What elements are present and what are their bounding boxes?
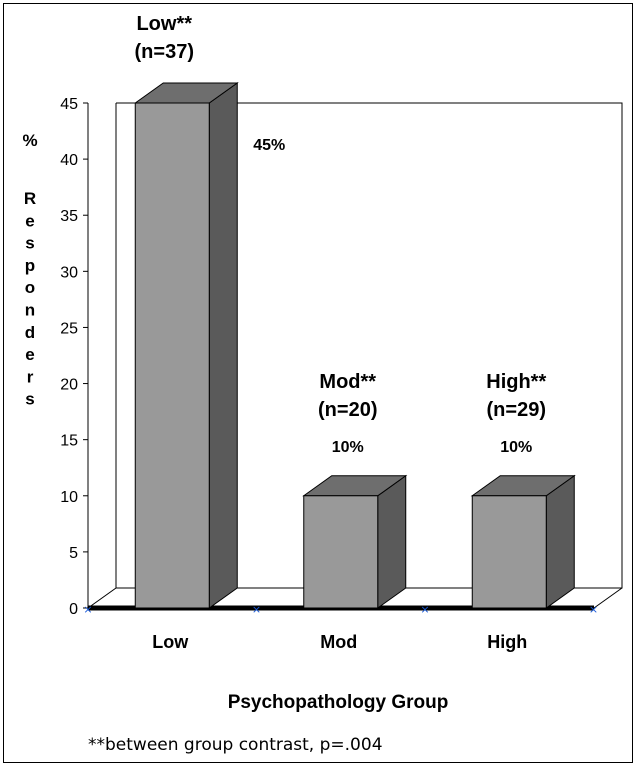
bar (471, 495, 547, 609)
y-tick-label: 25 (60, 320, 78, 337)
bar-side (377, 474, 407, 609)
y-label-char: n (25, 301, 35, 320)
bar-annotations: Low** (n=37) 45% Mod** (n=20) 10% High** (n=29)… (135, 13, 547, 456)
data-label: 10% (332, 439, 364, 456)
bar-annotation-n: (n=37) (135, 41, 194, 63)
x-axis-label: Psychopathology Group (228, 692, 449, 713)
y-tick-label: 20 (60, 377, 78, 394)
bar-annotation-name: Mod** (319, 371, 376, 393)
x-category-marker: × (420, 603, 429, 616)
x-tick-labels: Low Mod High (152, 632, 527, 652)
bar (303, 495, 379, 609)
floor-right-edge (593, 587, 623, 609)
bar-annotation-name: High** (486, 371, 546, 393)
bar (134, 102, 210, 609)
bars (133, 82, 576, 609)
y-label-char: d (25, 323, 35, 342)
x-category-marker: × (252, 603, 261, 616)
y-label-char: e (25, 345, 34, 364)
data-label: 10% (500, 439, 532, 456)
y-label-char: r (27, 367, 34, 386)
y-ticks: 0 5 10 15 20 25 30 35 40 45 × × × × (60, 96, 598, 618)
footnote-text: between group contrast, p=.004 (105, 735, 383, 755)
footnote: **between group contrast, p=.004 (88, 735, 383, 755)
y-tick-label: 30 (60, 264, 78, 281)
chart-frame (3, 3, 633, 763)
bar-side (208, 82, 238, 609)
y-tick-label: 0 (69, 601, 78, 618)
x-tick-label: Mod (320, 632, 357, 652)
bar-annotation-name: Low** (136, 13, 192, 35)
data-label: 45% (253, 137, 285, 154)
y-tick-label: 45 (60, 96, 78, 113)
y-tick-label: 35 (60, 208, 78, 225)
y-label-char: o (25, 278, 35, 297)
y-label-char: e (25, 211, 34, 230)
x-tick-label: High (487, 632, 527, 652)
bar-side (545, 474, 575, 609)
y-tick-label: 10 (60, 489, 78, 506)
y-tick-label: 5 (69, 545, 78, 562)
y-tick-label: 40 (60, 152, 78, 169)
footnote-marker: ** (88, 735, 105, 755)
x-tick-label: Low (152, 632, 189, 652)
y-label-char: p (25, 256, 35, 275)
y-label-char: s (25, 234, 34, 253)
y-label-char: s (25, 390, 34, 409)
bar-annotation-n: (n=29) (487, 399, 546, 421)
x-category-marker: × (83, 603, 92, 616)
x-category-marker: × (589, 603, 598, 616)
y-label-char: R (24, 189, 36, 208)
y-label-char: % (22, 131, 37, 150)
bar-annotation-n: (n=20) (318, 399, 377, 421)
y-tick-label: 15 (60, 433, 78, 450)
